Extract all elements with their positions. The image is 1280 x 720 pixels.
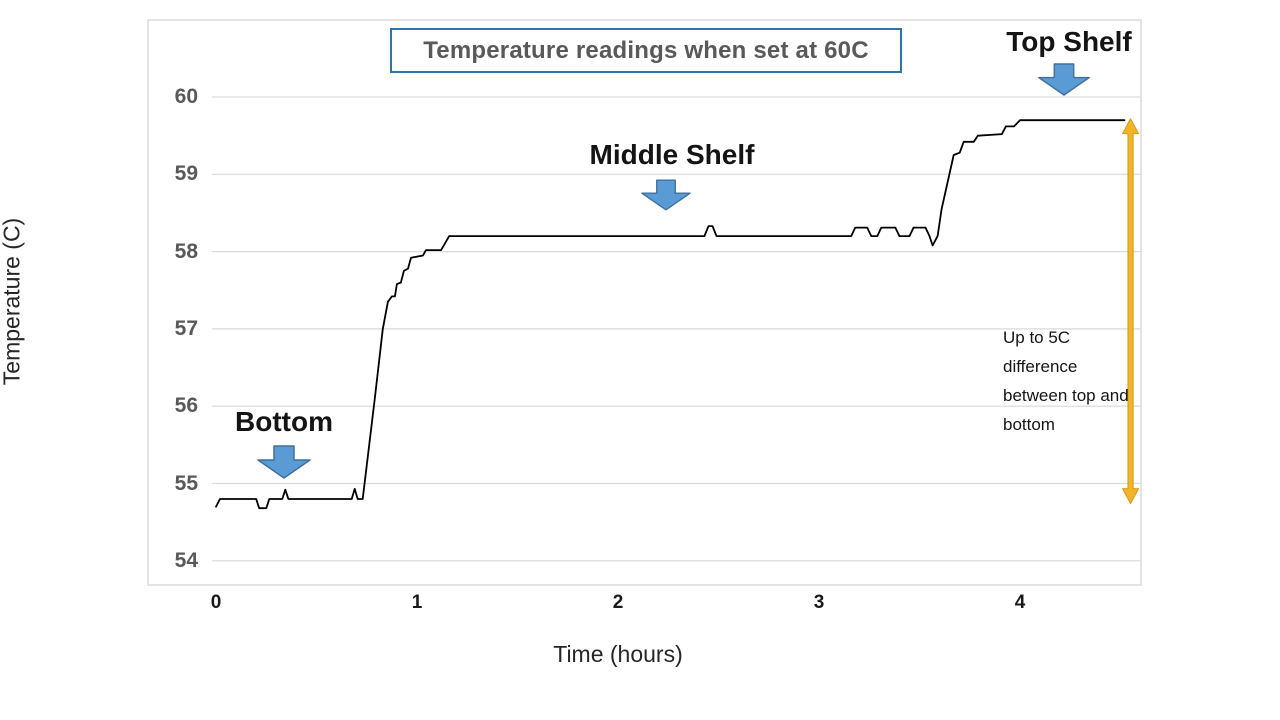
temperature-series-line	[215, 119, 1126, 510]
down-arrow-icon	[257, 445, 311, 479]
y-tick-label-55: 55	[174, 471, 198, 495]
x-tick-label-1: 1	[411, 592, 423, 613]
y-axis-title: Temperature (C)	[0, 217, 25, 386]
annotation-bottom-label: Bottom	[235, 406, 333, 437]
annotation-top-label: Top Shelf	[1006, 26, 1132, 57]
y-tick-label-57: 57	[174, 316, 198, 340]
x-tick-label-2: 2	[612, 592, 624, 613]
chart-title-box: Temperature readings when set at 60C	[390, 28, 902, 73]
y-tick-label-60: 60	[174, 85, 198, 108]
y-tick-label-59: 59	[174, 162, 198, 186]
annotation-bottom-shelf: Bottom	[164, 406, 404, 479]
plot-area-border	[147, 19, 1142, 586]
down-arrow-icon	[1038, 63, 1090, 96]
annotation-middle-shelf: Middle Shelf	[552, 139, 792, 211]
annotation-top-shelf: Top Shelf	[949, 26, 1189, 96]
chart-title: Temperature readings when set at 60C	[423, 36, 869, 64]
annotation-middle-label: Middle Shelf	[589, 139, 755, 170]
x-tick-label-0: 0	[210, 592, 222, 613]
x-axis-title: Time (hours)	[553, 641, 683, 667]
down-arrow-icon	[641, 179, 691, 211]
difference-note: Up to 5C difference between top and bott…	[1003, 328, 1129, 434]
difference-double-arrow	[1122, 118, 1140, 505]
x-tick-label-4: 4	[1014, 592, 1026, 613]
y-tick-label-54: 54	[174, 548, 198, 572]
y-tick-label-56: 56	[174, 394, 198, 418]
y-tick-label-58: 58	[174, 239, 198, 263]
x-tick-label-3: 3	[813, 592, 825, 613]
